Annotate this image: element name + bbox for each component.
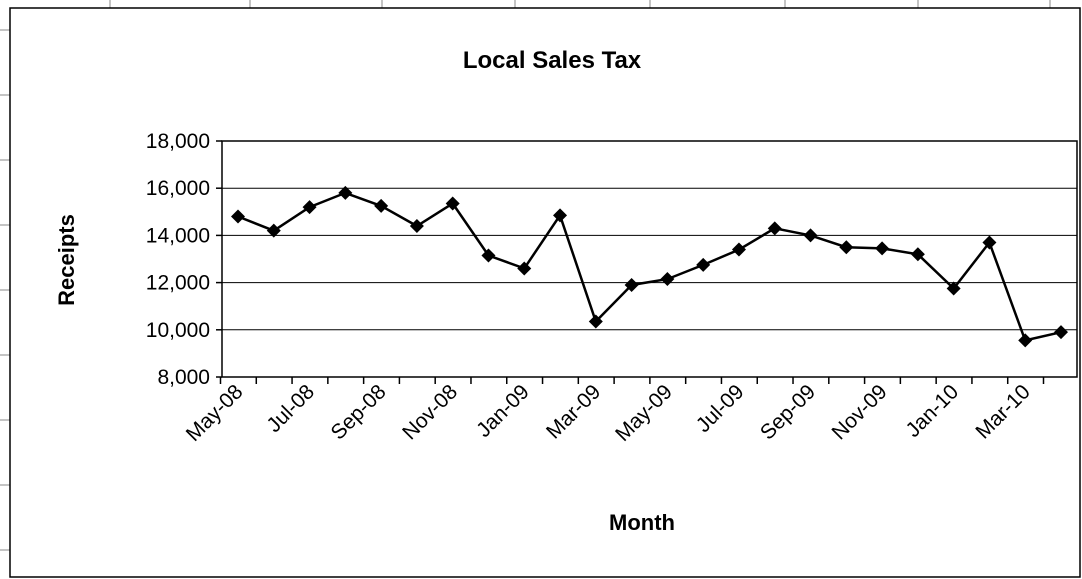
data-point bbox=[696, 257, 711, 272]
data-point bbox=[302, 200, 317, 215]
y-tick-label: 8,000 bbox=[157, 366, 210, 389]
y-axis-ticks: 8,000 10,000 12,000 14,000 16,000 18,000 bbox=[146, 130, 222, 389]
y-tick-label: 12,000 bbox=[146, 272, 210, 295]
data-point bbox=[839, 240, 854, 255]
data-point bbox=[409, 218, 424, 233]
data-point bbox=[767, 221, 782, 236]
y-tick-label: 18,000 bbox=[146, 130, 210, 153]
x-axis-title: Month bbox=[609, 510, 675, 535]
data-point bbox=[803, 228, 818, 243]
data-point bbox=[946, 281, 961, 296]
series-line bbox=[237, 191, 1062, 342]
data-point bbox=[875, 241, 890, 256]
data-point bbox=[588, 314, 603, 329]
data-point bbox=[1054, 325, 1068, 340]
y-tick-label: 16,000 bbox=[146, 177, 210, 200]
data-point bbox=[231, 209, 245, 224]
data-point bbox=[910, 247, 925, 262]
y-tick-label: 10,000 bbox=[146, 319, 210, 342]
data-point bbox=[445, 196, 460, 211]
data-point bbox=[624, 277, 639, 292]
data-point bbox=[731, 242, 746, 257]
chart-title: Local Sales Tax bbox=[463, 47, 642, 74]
series bbox=[231, 185, 1068, 348]
data-point bbox=[338, 185, 353, 200]
data-point bbox=[266, 223, 281, 238]
data-point bbox=[1018, 333, 1033, 348]
y-axis-title: Receipts bbox=[54, 214, 79, 306]
data-point bbox=[660, 272, 675, 287]
data-point bbox=[553, 208, 568, 223]
plot-area bbox=[221, 140, 1078, 378]
data-point bbox=[374, 198, 389, 213]
data-point bbox=[982, 235, 997, 250]
y-tick-label: 14,000 bbox=[146, 224, 210, 247]
spreadsheet-gridlines bbox=[0, 0, 1051, 551]
data-point bbox=[517, 261, 532, 276]
data-point bbox=[481, 248, 496, 263]
